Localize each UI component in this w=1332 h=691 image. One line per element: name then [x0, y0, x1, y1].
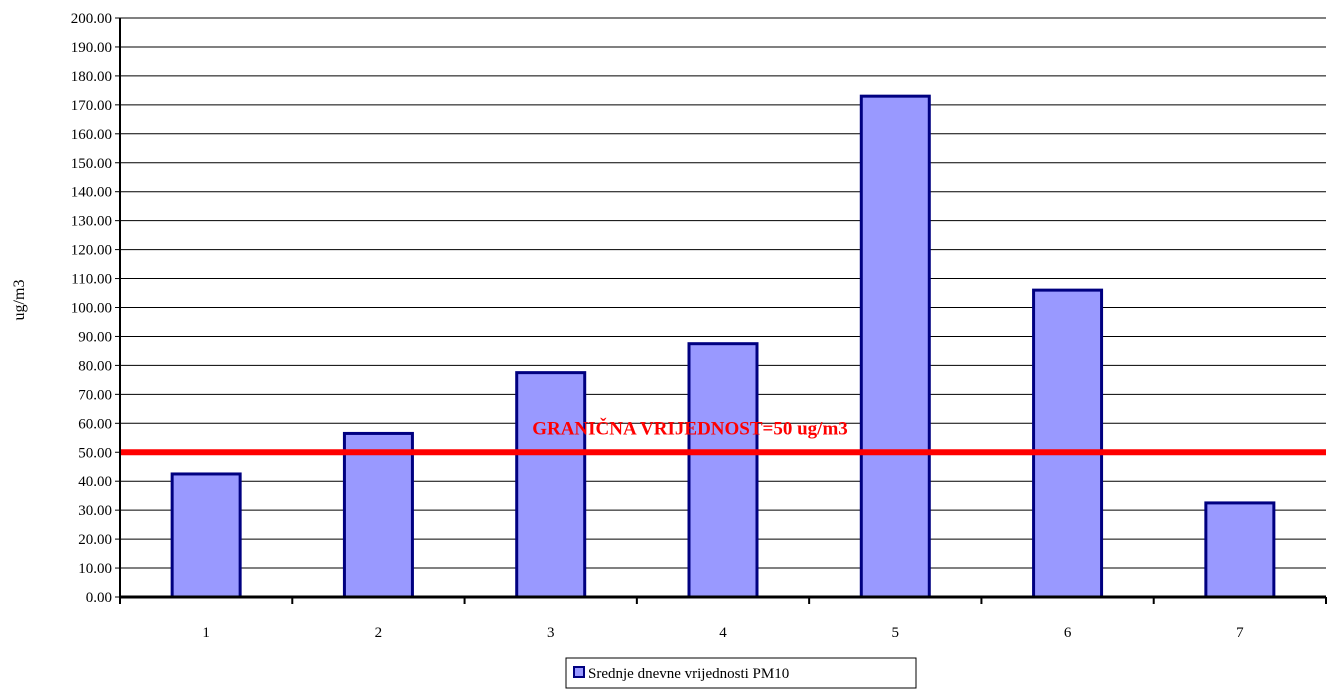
bar [687, 342, 759, 599]
bar [859, 94, 931, 599]
y-tick-label: 30.00 [78, 503, 112, 519]
y-tick-label: 160.00 [71, 127, 112, 143]
y-tick-label: 110.00 [71, 272, 112, 288]
bars [170, 94, 1276, 599]
x-tick-label: 3 [547, 625, 555, 641]
y-tick-label: 100.00 [71, 301, 112, 317]
y-tick-label: 200.00 [71, 11, 112, 27]
bar [170, 472, 242, 599]
y-axis-title: ug/m3 [11, 280, 28, 321]
legend: Srednje dnevne vrijednosti PM10 [565, 657, 917, 689]
y-tick-label: 170.00 [71, 98, 112, 114]
x-tick-labels: 1 2 3 4 5 6 7 [202, 625, 1244, 641]
y-tick-label: 50.00 [78, 445, 112, 461]
y-tick-labels: 0.00 10.00 20.00 30.00 40.00 50.00 60.00 70.00 8… [71, 11, 112, 606]
legend-label: Srednje dnevne vrijednosti PM10 [588, 666, 789, 682]
limit-line-label: GRANIČNA VRIJEDNOST=50 ug/m3 [532, 417, 848, 439]
y-tick-label: 70.00 [78, 387, 112, 403]
bar [515, 371, 587, 599]
x-tick-label: 6 [1064, 625, 1072, 641]
y-tick-label: 180.00 [71, 69, 112, 85]
y-tick-label: 140.00 [71, 185, 112, 201]
y-tick-label: 190.00 [71, 40, 112, 56]
limit-line-group: GRANIČNA VRIJEDNOST=50 ug/m3 [120, 417, 1326, 456]
y-tick-label: 90.00 [78, 329, 112, 345]
y-tick-label: 0.00 [86, 590, 112, 606]
legend-box [565, 657, 917, 689]
y-tick-label: 150.00 [71, 156, 112, 172]
bar [342, 431, 414, 599]
bar [1204, 501, 1276, 599]
x-tick-label: 1 [202, 625, 210, 641]
x-tick-label: 7 [1236, 625, 1244, 641]
legend-swatch [573, 666, 585, 678]
y-tick-label: 60.00 [78, 416, 112, 432]
x-tick-label: 5 [892, 625, 900, 641]
x-tick-label: 4 [719, 625, 727, 641]
y-tick-label: 10.00 [78, 561, 112, 577]
bar [1032, 288, 1104, 599]
axes [115, 17, 1327, 604]
x-tick-label: 2 [375, 625, 383, 641]
y-tick-label: 130.00 [71, 214, 112, 230]
y-tick-label: 80.00 [78, 358, 112, 374]
y-tick-label: 40.00 [78, 474, 112, 490]
y-tick-label: 20.00 [78, 532, 112, 548]
y-tick-label: 120.00 [71, 243, 112, 259]
